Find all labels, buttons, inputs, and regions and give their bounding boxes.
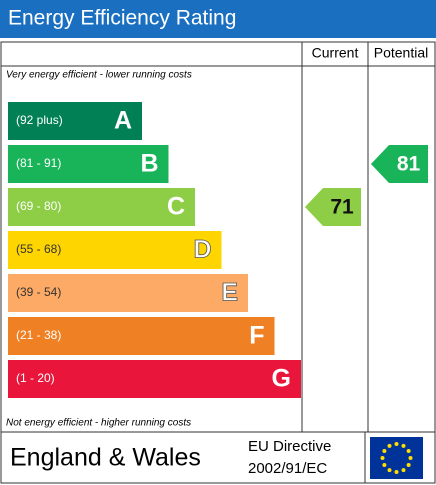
eu-star — [382, 449, 387, 453]
band — [8, 317, 275, 355]
top-note: Very energy efficient - lower running co… — [6, 70, 192, 81]
region: England & Wales — [10, 444, 201, 472]
eu-star — [406, 449, 411, 453]
band-letter: E — [221, 279, 238, 307]
band — [8, 188, 195, 226]
bottom-note: Not energy efficient - higher running co… — [6, 418, 191, 429]
band-letter: B — [140, 150, 158, 178]
frame — [0, 41, 436, 484]
eu-star — [382, 463, 387, 467]
band-range: (69 - 80) — [16, 199, 61, 213]
band-range: (81 - 91) — [16, 156, 61, 170]
directive: EU Directive — [248, 438, 331, 455]
band-range: (1 - 20) — [16, 371, 55, 385]
rating-arrow — [305, 188, 361, 226]
rating-value: 81 — [397, 153, 421, 176]
eu-star — [380, 456, 385, 460]
eu-star — [387, 468, 392, 473]
rating-arrow — [371, 145, 428, 183]
directive: 2002/91/EC — [248, 460, 327, 477]
eu-star — [406, 463, 411, 467]
band-range: (92 plus) — [16, 113, 63, 127]
eu-stars — [380, 442, 413, 474]
band-letter: G — [272, 365, 291, 393]
title-bar — [0, 0, 436, 38]
band — [8, 102, 142, 140]
band — [8, 274, 248, 312]
eu-star — [401, 443, 406, 448]
band-range: (21 - 38) — [16, 328, 61, 342]
band-letter: A — [114, 107, 132, 135]
band-range: (55 - 68) — [16, 242, 61, 256]
title: Energy Efficiency Rating — [8, 7, 236, 30]
eu-star — [408, 456, 413, 460]
band-range: (39 - 54) — [16, 285, 61, 299]
eu-star — [394, 470, 399, 474]
eu-star — [394, 442, 399, 446]
eu-star — [401, 468, 406, 473]
band-letter: F — [249, 322, 264, 350]
band — [8, 360, 301, 398]
column-header: Potential — [374, 45, 428, 61]
band — [8, 231, 222, 269]
band — [8, 145, 169, 183]
band-letter: C — [167, 193, 185, 221]
rating-value: 71 — [330, 196, 354, 219]
band-letter: D — [193, 236, 211, 264]
column-header: Current — [312, 45, 359, 61]
eu-star — [387, 443, 392, 448]
